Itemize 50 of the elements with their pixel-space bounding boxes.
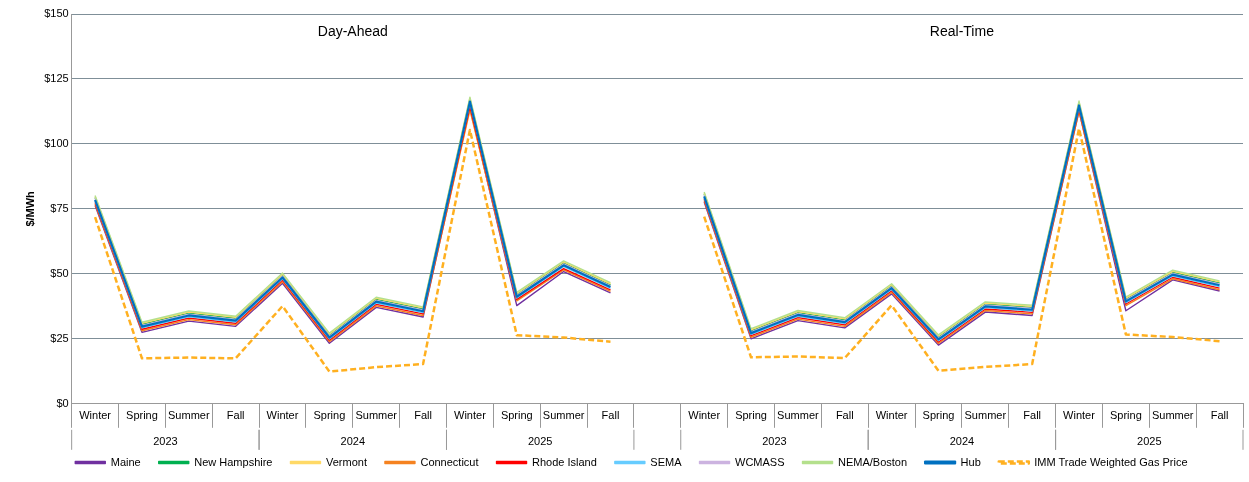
legend-label: WCMASS xyxy=(735,455,785,468)
x-tick-label: Summer xyxy=(777,409,820,422)
x-tick-label: Spring xyxy=(500,409,533,422)
x-tick-label: Fall xyxy=(414,409,432,422)
text: 2024 xyxy=(340,434,366,447)
legend-label: IMM Trade Weighted Gas Price xyxy=(1034,455,1188,468)
legend-label: Maine xyxy=(110,455,141,468)
annotation: Real-Time xyxy=(929,22,995,39)
x-tick-label: Summer xyxy=(355,409,398,422)
y-axis-title: $/MWh xyxy=(23,190,36,227)
legend-label: New Hampshire xyxy=(194,455,273,468)
y-tick-label: $100 xyxy=(44,136,69,149)
x-tick-label: Summer xyxy=(1151,409,1194,422)
legend-label: NEMA/Boston xyxy=(838,455,908,468)
x-tick-label: Spring xyxy=(126,409,158,422)
y-tick-label: $0 xyxy=(56,396,69,409)
legend-label: SEMA xyxy=(650,455,683,468)
text: 2023 xyxy=(762,434,787,447)
x-tick-label: Spring xyxy=(735,409,767,422)
legend-label: Connecticut xyxy=(420,455,479,468)
x-tick-label: Fall xyxy=(835,409,854,422)
x-tick-label: Spring xyxy=(313,409,346,422)
x-tick-label: Fall xyxy=(1210,409,1229,422)
legend-label: Hub xyxy=(960,455,981,468)
x-tick-label: Spring xyxy=(922,409,955,422)
text: 2025 xyxy=(1137,434,1162,447)
x-tick-label: Fall xyxy=(1023,409,1042,422)
x-tick-label: Winter xyxy=(79,409,112,422)
y-tick-label: $50 xyxy=(50,266,69,279)
x-tick-label: Winter xyxy=(454,409,487,422)
y-tick-label: $125 xyxy=(44,72,69,84)
x-tick-label: Summer xyxy=(542,409,585,422)
y-tick-label: $75 xyxy=(50,201,69,214)
x-tick-label: Winter xyxy=(266,409,299,422)
x-tick-label: Winter xyxy=(1063,409,1096,422)
text: 2024 xyxy=(949,434,975,447)
text: 2023 xyxy=(153,434,178,447)
x-tick-label: Fall xyxy=(226,409,245,422)
annotation: Day-Ahead xyxy=(317,22,388,39)
x-tick-label: Fall xyxy=(601,409,620,422)
x-tick-label: Summer xyxy=(168,409,210,422)
legend-label: Rhode Island xyxy=(532,455,597,468)
x-tick-label: Spring xyxy=(1109,409,1142,422)
text: 2025 xyxy=(527,434,553,447)
x-tick-label: Summer xyxy=(964,409,1007,422)
x-tick-label: Winter xyxy=(875,409,908,422)
x-tick-label: Winter xyxy=(688,409,721,422)
legend-label: Vermont xyxy=(325,455,367,468)
y-tick-label: $150 xyxy=(44,7,69,20)
y-tick-label: $25 xyxy=(50,331,69,344)
